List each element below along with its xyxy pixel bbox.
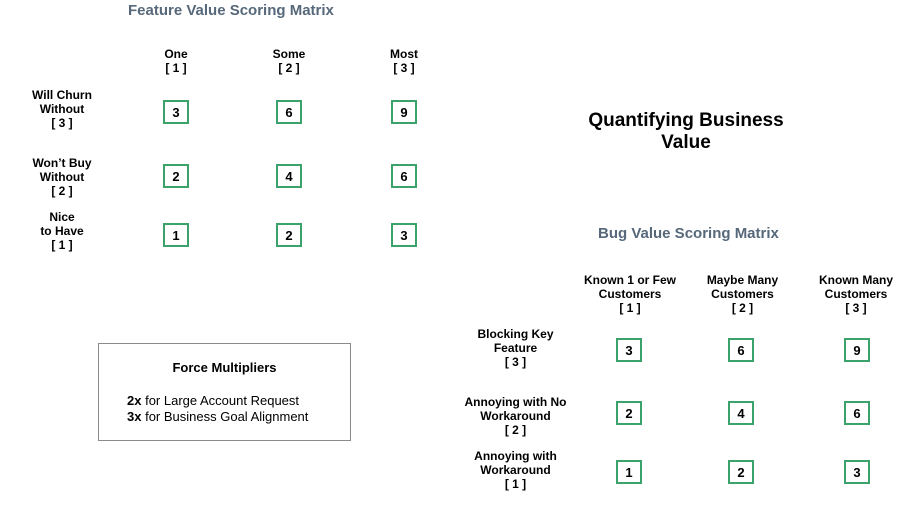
row-label-line: Won’t Buy [32,156,92,170]
bug-col-header-few: Known 1 or Few Customers [ 1 ] [574,273,686,315]
page-title: Quantifying Business Value [566,110,806,154]
feature-cell: 3 [163,100,189,124]
feature-cell: 3 [391,223,417,247]
row-label-line: Will Churn [32,88,92,102]
row-label-line: to Have [40,224,84,238]
feature-col-score: [ 2 ] [278,61,300,75]
bug-col-header-maybe-many: Maybe Many Customers [ 2 ] [690,273,795,315]
multiplier-factor: 2x [127,393,142,408]
bug-col-label: Customers [711,287,774,301]
feature-col-header-most: Most [ 3 ] [374,47,434,75]
row-label-line: Workaround [480,409,551,423]
page-title-line: Value [661,132,711,153]
page-title-line: Quantifying Business [588,110,784,131]
bug-col-score: [ 2 ] [731,301,754,315]
feature-cell: 6 [276,100,302,124]
bug-row-label-blocking: Blocking Key Feature [ 3 ] [458,327,573,369]
bug-cell: 3 [844,460,870,484]
row-label-line: Blocking Key [477,327,554,341]
feature-row-label-wont-buy: Won’t Buy Without [ 2 ] [20,156,104,198]
row-score: [ 3 ] [51,116,73,130]
row-score: [ 2 ] [504,423,527,437]
row-label-line: Nice [49,210,75,224]
feature-row-label-nice: Nice to Have [ 1 ] [20,210,104,252]
force-multipliers-box: Force Multipliers 2x for Large Account R… [98,343,351,441]
row-score: [ 1 ] [504,477,527,491]
force-multiplier-item: 2x for Large Account Request [127,393,299,409]
feature-matrix-title: Feature Value Scoring Matrix [128,2,334,19]
row-score: [ 3 ] [504,355,527,369]
row-label-line: Without [39,102,85,116]
multiplier-text: for Large Account Request [141,393,300,408]
feature-col-label: Most [390,47,418,61]
feature-row-label-churn: Will Churn Without [ 3 ] [20,88,104,130]
row-score: [ 2 ] [51,184,73,198]
bug-col-label: Maybe Many [706,273,779,287]
row-label-line: Workaround [480,463,551,477]
bug-col-score: [ 3 ] [845,301,867,315]
bug-col-label: Customers [824,287,888,301]
force-multipliers-title: Force Multipliers [172,360,277,375]
feature-cell: 4 [276,164,302,188]
multiplier-text: for Business Goal Alignment [141,409,309,424]
force-multiplier-item: 3x for Business Goal Alignment [127,409,308,425]
bug-cell: 2 [728,460,754,484]
bug-cell: 4 [728,401,754,425]
feature-cell: 2 [276,223,302,247]
bug-col-label: Known 1 or Few [583,273,676,287]
row-label-line: Feature [493,341,538,355]
feature-cell: 9 [391,100,417,124]
bug-cell: 3 [616,338,642,362]
multiplier-factor: 3x [127,409,142,424]
bug-cell: 1 [616,460,642,484]
bug-col-header-known-many: Known Many Customers [ 3 ] [806,273,906,315]
bug-matrix-title: Bug Value Scoring Matrix [598,225,779,242]
bug-row-label-no-workaround: Annoying with No Workaround [ 2 ] [458,395,573,437]
feature-col-label: One [164,47,188,61]
bug-cell: 2 [616,401,642,425]
bug-col-label: Known Many [819,273,893,287]
bug-col-label: Customers [598,287,662,301]
bug-row-label-workaround: Annoying with Workaround [ 1 ] [458,449,573,491]
feature-col-header-some: Some [ 2 ] [259,47,319,75]
feature-col-score: [ 1 ] [165,61,187,75]
bug-col-score: [ 1 ] [619,301,641,315]
row-score: [ 1 ] [51,238,73,252]
feature-col-header-one: One [ 1 ] [146,47,206,75]
row-label-line: Without [39,170,85,184]
feature-col-label: Some [272,47,306,61]
row-label-line: Annoying with [474,449,557,463]
feature-cell: 6 [391,164,417,188]
row-label-line: Annoying with No [464,395,567,409]
feature-cell: 2 [163,164,189,188]
bug-cell: 6 [844,401,870,425]
feature-col-score: [ 3 ] [393,61,415,75]
bug-cell: 9 [844,338,870,362]
bug-cell: 6 [728,338,754,362]
feature-cell: 1 [163,223,189,247]
